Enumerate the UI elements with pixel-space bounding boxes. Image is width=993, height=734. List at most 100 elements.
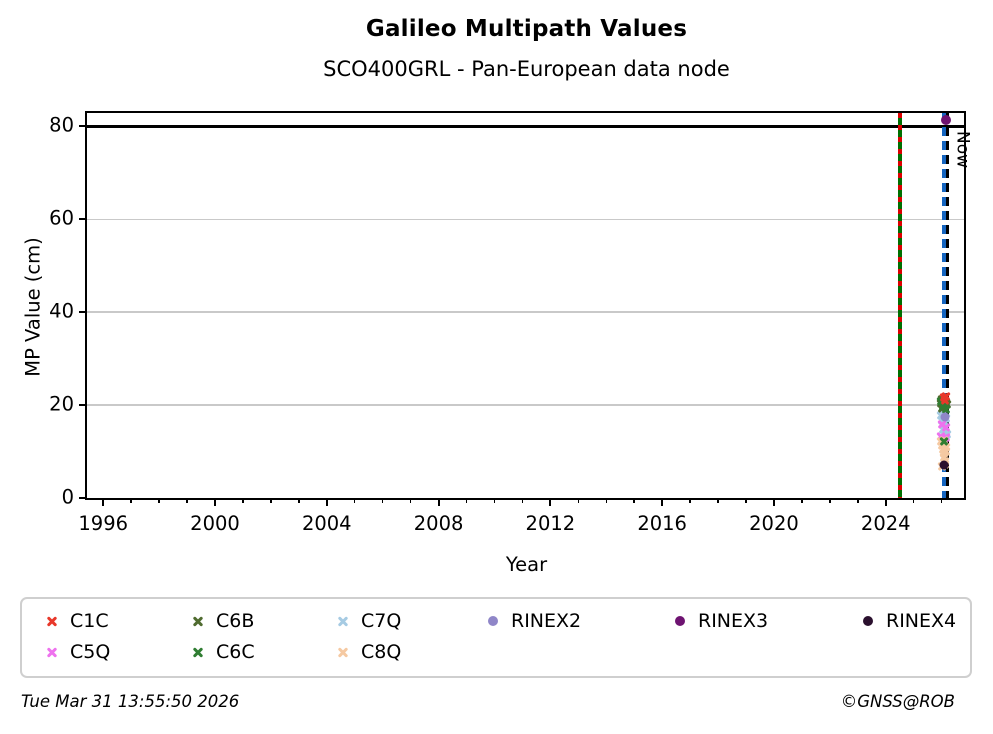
gridline — [87, 311, 964, 314]
legend-item-c6b: C6B — [193, 611, 338, 632]
legend-item-c5q: C5Q — [47, 640, 193, 663]
event-line — [897, 113, 902, 498]
x-minor-tick — [298, 498, 300, 503]
timestamp-text: Tue Mar 31 13:55:50 2026 — [21, 692, 240, 711]
legend-label: RINEX2 — [511, 610, 582, 632]
now-line-black — [945, 113, 949, 498]
y-tick-label: 0 — [61, 485, 74, 509]
copyright-text: ©GNSS@ROB — [840, 692, 955, 711]
marker-c1c — [941, 396, 949, 404]
x-minor-tick — [158, 498, 160, 503]
x-tick — [549, 498, 552, 506]
y-tick-label: 40 — [49, 299, 74, 323]
x-tick-label: 2020 — [749, 512, 799, 535]
marker-rinex4 — [939, 460, 949, 470]
x-tick — [437, 498, 440, 506]
x-tick — [325, 498, 328, 506]
legend-item-c6c: C6C — [193, 640, 338, 663]
y-tick — [79, 404, 87, 407]
x-minor-tick — [940, 498, 943, 503]
legend-item-c1c: C1C — [47, 611, 193, 632]
x-minor-tick — [745, 498, 747, 503]
x-tick — [214, 498, 216, 506]
x-minor-tick — [353, 498, 356, 503]
x-tick-label: 1996 — [78, 512, 129, 535]
now-line-blue — [941, 113, 946, 498]
dot-marker-icon — [863, 616, 873, 627]
x-minor-tick — [130, 498, 132, 503]
y-tick-label: 60 — [49, 206, 74, 230]
dot-marker-icon — [675, 616, 685, 627]
legend-item-rinex3: RINEX3 — [675, 611, 863, 632]
dot-marker-icon — [488, 616, 498, 627]
marker-c6c — [940, 437, 948, 445]
x-minor-tick — [605, 498, 608, 503]
x-tick — [102, 498, 105, 506]
legend-label: C7Q — [361, 610, 402, 632]
plot-area: Now 1996 2000 2004 2008 2012 2016 2020 2024 0 20 40… — [49, 111, 972, 535]
x-marker-icon — [193, 647, 203, 657]
x-tick-label: 2016 — [637, 512, 687, 535]
gridline — [87, 218, 964, 221]
legend-label: C8Q — [361, 640, 402, 663]
x-tick-label: 2004 — [301, 512, 352, 535]
x-minor-tick — [829, 498, 831, 503]
legend-item-c7q: C7Q — [338, 611, 488, 632]
x-minor-tick — [577, 498, 580, 503]
x-minor-tick — [717, 498, 719, 503]
y-tick — [79, 218, 87, 221]
chart-subtitle: SCO400GRL - Pan-European data node — [323, 57, 730, 81]
x-marker-icon — [193, 616, 203, 626]
x-minor-tick — [465, 498, 468, 503]
x-minor-tick — [186, 498, 188, 503]
x-minor-tick — [857, 498, 859, 503]
x-tick-label: 2024 — [860, 512, 911, 535]
x-minor-tick — [521, 498, 524, 503]
legend-item-rinex4: RINEX4 — [863, 611, 970, 632]
x-minor-tick — [409, 498, 412, 503]
x-minor-tick — [242, 498, 244, 503]
x-minor-tick — [270, 498, 272, 503]
x-marker-icon — [47, 647, 57, 657]
x-minor-tick — [689, 498, 691, 503]
legend: C1C C6B C7Q RINEX2 RINEX3 RINEX4 C5Q C6C C8Q — [20, 597, 972, 678]
legend-label: C1C — [70, 610, 109, 632]
legend-item-c8q: C8Q — [338, 640, 488, 663]
threshold-line — [87, 124, 964, 128]
x-minor-tick — [633, 498, 635, 503]
y-tick-label: 20 — [49, 392, 74, 416]
gridline — [87, 404, 964, 406]
y-tick-label: 80 — [49, 113, 74, 137]
y-tick — [79, 311, 87, 314]
legend-item-rinex2: RINEX2 — [488, 611, 675, 632]
x-marker-icon — [338, 647, 348, 657]
marker-rinex2 — [940, 412, 950, 422]
chart-title: Galileo Multipath Values — [365, 16, 688, 42]
x-tick — [661, 498, 664, 506]
x-axis-label: Year — [505, 553, 548, 576]
x-minor-tick — [493, 498, 496, 503]
x-tick-label: 2000 — [190, 512, 240, 535]
x-marker-icon — [338, 616, 348, 626]
x-tick-label: 2008 — [413, 512, 464, 535]
x-tick — [884, 498, 887, 506]
x-marker-icon — [47, 616, 57, 626]
x-minor-tick — [381, 498, 384, 503]
y-axis-label: MP Value (cm) — [21, 237, 45, 377]
legend-label: RINEX4 — [886, 610, 957, 632]
marker-c5q — [942, 423, 950, 431]
y-tick — [79, 497, 87, 499]
legend-label: C6B — [216, 610, 255, 632]
y-tick — [79, 125, 87, 128]
x-tick-label: 2012 — [525, 512, 576, 535]
marker-rinex3 — [940, 115, 951, 126]
legend-label: C5Q — [70, 640, 111, 663]
x-tick — [772, 498, 775, 506]
x-minor-tick — [912, 498, 915, 503]
now-line — [941, 113, 949, 498]
legend-label: C6C — [216, 640, 255, 663]
x-minor-tick — [801, 498, 803, 503]
now-label: Now — [952, 131, 973, 169]
legend-label: RINEX3 — [698, 610, 769, 632]
